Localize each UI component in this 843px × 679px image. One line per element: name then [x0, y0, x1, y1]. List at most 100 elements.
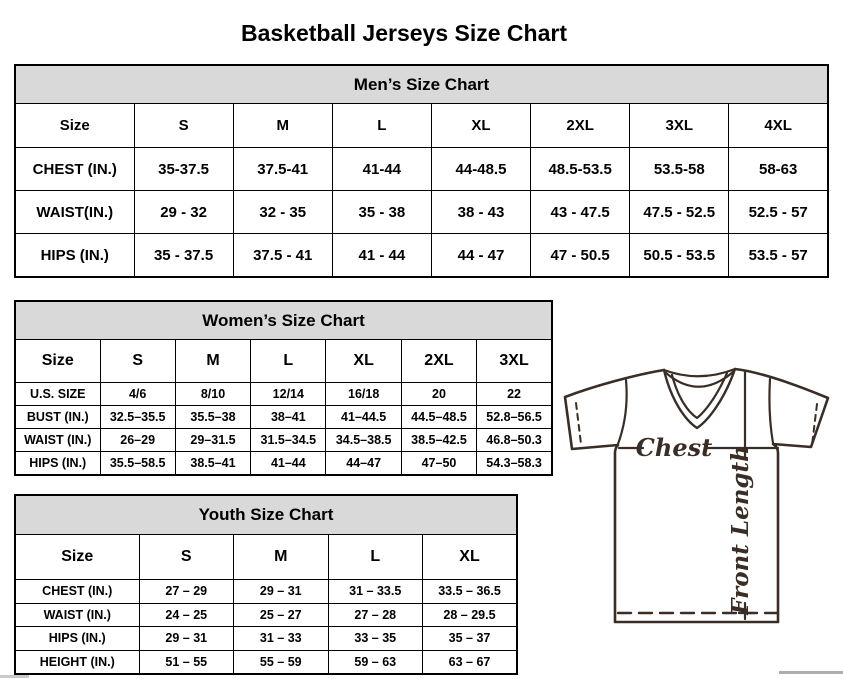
size-cell: 35 - 37.5	[133, 233, 234, 278]
size-cell: 31 – 33	[233, 626, 329, 651]
column-header: S	[138, 534, 234, 580]
size-cell: 63 – 67	[422, 649, 518, 675]
size-cell: 16/18	[325, 382, 402, 406]
column-header: 2XL	[530, 103, 631, 148]
table-row: HIPS (IN.) 29 – 31 31 – 33 33 – 35 35 – 37	[14, 626, 518, 651]
row-label: HEIGHT (IN.)	[14, 649, 140, 675]
table-title-row: Youth Size Chart	[14, 494, 518, 535]
table-row: WAIST (IN.) 26–29 29–31.5 31.5–34.5 34.5–38.…	[14, 428, 553, 452]
column-header-row: Size S M L XL	[14, 534, 518, 580]
size-cell: 27 – 28	[327, 602, 423, 627]
youth-size-table: Youth Size Chart Size S M L XL CHEST (IN.) 27 –…	[14, 494, 518, 675]
size-cell: 8/10	[174, 382, 252, 406]
size-cell: 35 - 38	[331, 190, 432, 234]
column-header-row: Size S M L XL 2XL 3XL	[14, 339, 553, 383]
size-cell: 53.5 - 57	[728, 233, 829, 278]
table-title: Women’s Size Chart	[14, 300, 553, 340]
size-cell: 48.5-53.5	[530, 147, 631, 191]
size-cell: 32 - 35	[232, 190, 333, 234]
row-label: WAIST (IN.)	[14, 428, 101, 452]
row-label: HIPS (IN.)	[14, 451, 101, 476]
size-cell: 43 - 47.5	[530, 190, 631, 234]
size-cell: 32.5–35.5	[99, 405, 176, 429]
size-cell: 20	[400, 382, 478, 406]
row-label: BUST (IN.)	[14, 405, 101, 429]
size-cell: 41–44.5	[325, 405, 402, 429]
page-title: Basketball Jerseys Size Chart	[240, 20, 567, 47]
column-header: L	[331, 103, 432, 148]
column-header: L	[327, 534, 423, 580]
column-header: S	[133, 103, 234, 148]
size-cell: 29 – 31	[233, 579, 329, 604]
column-header: S	[99, 339, 176, 383]
size-column-header: Size	[14, 534, 140, 580]
row-label: HIPS (IN.)	[14, 233, 135, 278]
column-header: 2XL	[400, 339, 478, 383]
size-cell: 47 - 50.5	[530, 233, 631, 278]
size-cell: 35-37.5	[133, 147, 234, 191]
size-cell: 41-44	[331, 147, 432, 191]
size-cell: 29 - 32	[133, 190, 234, 234]
mens-size-table: Men’s Size Chart Size S M L XL 2XL 3XL 4XL CHEST …	[14, 64, 829, 278]
column-header: XL	[422, 534, 518, 580]
size-cell: 33 – 35	[327, 626, 423, 651]
size-cell: 29–31.5	[174, 428, 252, 452]
size-cell: 51 – 55	[138, 649, 234, 675]
size-cell: 38.5–41	[174, 451, 252, 476]
size-column-header: Size	[14, 339, 101, 383]
size-cell: 58-63	[728, 147, 829, 191]
column-header: 3XL	[629, 103, 730, 148]
size-cell: 35 – 37	[422, 626, 518, 651]
table-title: Men’s Size Chart	[14, 64, 829, 104]
row-label: CHEST (IN.)	[14, 147, 135, 191]
left-sleeve-seam	[616, 378, 628, 446]
table-row: HIPS (IN.) 35 - 37.5 37.5 - 41 41 - 44 44 - …	[14, 233, 829, 278]
size-cell: 31.5–34.5	[250, 428, 327, 452]
collar-back-arc	[662, 367, 737, 378]
column-header: XL	[325, 339, 402, 383]
womens-size-table: Women’s Size Chart Size S M L XL 2XL 3XL U.S. SI…	[14, 300, 553, 476]
jersey-measurement-diagram: Chest Front Length	[556, 356, 840, 646]
size-cell: 31 – 33.5	[327, 579, 423, 604]
column-header: M	[232, 103, 333, 148]
table-row: CHEST (IN.) 27 – 29 29 – 31 31 – 33.5 33.5 –…	[14, 579, 518, 604]
left-cuff-dashed-line	[575, 402, 582, 445]
size-cell: 26–29	[99, 428, 176, 452]
size-cell: 12/14	[250, 382, 327, 406]
front-length-measure-line	[737, 369, 754, 621]
row-label: CHEST (IN.)	[14, 579, 140, 604]
size-cell: 38–41	[250, 405, 327, 429]
size-cell: 25 – 27	[233, 602, 329, 627]
size-cell: 47.5 - 52.5	[629, 190, 730, 234]
column-header: M	[233, 534, 329, 580]
column-header: XL	[430, 103, 532, 148]
horizontal-scrollbar-fragment-right[interactable]	[779, 671, 843, 674]
column-header: L	[250, 339, 327, 383]
size-cell: 27 – 29	[138, 579, 234, 604]
size-cell: 37.5-41	[232, 147, 333, 191]
size-cell: 47–50	[400, 451, 478, 476]
size-cell: 59 – 63	[327, 649, 423, 675]
size-cell: 44–47	[325, 451, 402, 476]
table-row: BUST (IN.) 32.5–35.5 35.5–38 38–41 41–44.5 44…	[14, 405, 553, 429]
column-header: 4XL	[728, 103, 829, 148]
size-cell: 29 – 31	[138, 626, 234, 651]
size-cell: 52.8–56.5	[476, 405, 553, 429]
size-cell: 33.5 – 36.5	[422, 579, 518, 604]
jersey-outline-icon: Chest Front Length	[563, 367, 830, 624]
column-header-row: Size S M L XL 2XL 3XL 4XL	[14, 103, 829, 148]
size-cell: 50.5 - 53.5	[629, 233, 730, 278]
size-cell: 41–44	[250, 451, 327, 476]
size-cell: 54.3–58.3	[476, 451, 553, 476]
table-row: CHEST (IN.) 35-37.5 37.5-41 41-44 44-48.5 48.…	[14, 147, 829, 191]
horizontal-scrollbar-fragment-left[interactable]	[0, 675, 29, 678]
size-cell: 35.5–58.5	[99, 451, 176, 476]
size-cell: 52.5 - 57	[728, 190, 829, 234]
size-cell: 44 - 47	[430, 233, 532, 278]
row-label: WAIST (IN.)	[14, 602, 140, 627]
table-row: WAIST(IN.) 29 - 32 32 - 35 35 - 38 38 - 43 43…	[14, 190, 829, 234]
row-label: HIPS (IN.)	[14, 626, 140, 651]
front-length-label: Front Length	[727, 445, 754, 616]
column-header: M	[174, 339, 252, 383]
table-title: Youth Size Chart	[14, 494, 518, 535]
